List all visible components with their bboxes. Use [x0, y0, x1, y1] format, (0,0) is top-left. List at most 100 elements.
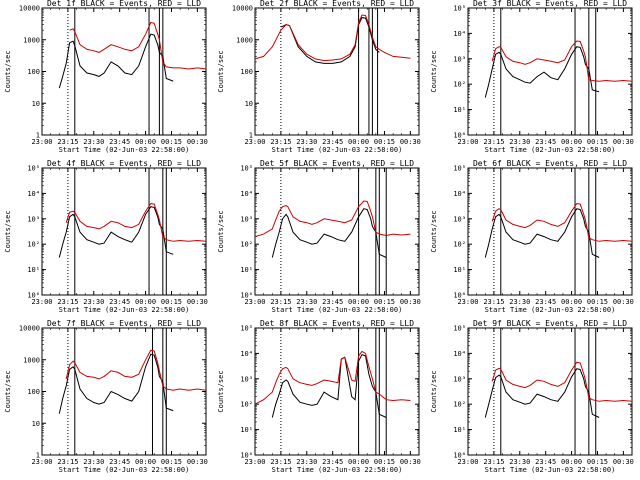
x-tick-label: 23:30: [509, 298, 530, 306]
x-tick-label: 00:15: [587, 298, 608, 306]
panel-title: Det 5f BLACK = Events, RED = LLD: [260, 160, 414, 168]
y-tick-label: 10²: [240, 401, 253, 409]
x-tick-label: 23:15: [483, 138, 504, 146]
chart-svg-det-4f: Det 4f BLACK = Events, RED = LLD 10⁰ 10¹ 10…: [4, 160, 208, 314]
y-tick-label: 1000: [23, 356, 40, 364]
y-tick-label: 10⁵: [453, 5, 466, 13]
y-tick-label: 1000: [23, 36, 40, 44]
panel-det-9f: Det 9f BLACK = Events, RED = LLD 10⁰ 10¹ 10…: [426, 320, 639, 480]
panel-title: Det 4f BLACK = Events, RED = LLD: [47, 160, 201, 168]
y-tick-label: 100: [27, 388, 40, 396]
x-tick-label: 23:45: [535, 138, 556, 146]
series-line-lld: [65, 202, 207, 242]
y-axis-label: Counts/sec: [4, 370, 12, 412]
y-tick-label: 10: [32, 420, 40, 428]
x-tick-label: 23:00: [457, 138, 478, 146]
y-tick-label: 1000: [236, 36, 253, 44]
x-axis-label: Start Time (02-Jun-03 22:58:00): [272, 466, 403, 474]
x-tick-label: 23:00: [244, 298, 265, 306]
x-tick-label: 23:45: [535, 458, 556, 466]
y-tick-label: 10: [245, 100, 253, 108]
y-axis-label: Counts/sec: [217, 50, 225, 92]
series-line-events: [484, 368, 600, 418]
panel-det-5f: Det 5f BLACK = Events, RED = LLD 10⁰ 10¹ 10…: [213, 160, 426, 320]
y-tick-label: 10000: [19, 5, 40, 13]
x-tick-label: 23:15: [57, 138, 78, 146]
plot-frame: [41, 167, 207, 296]
x-tick-label: 00:15: [161, 298, 182, 306]
x-tick-label: 23:30: [296, 138, 317, 146]
x-tick-label: 00:30: [613, 298, 634, 306]
panel-title: Det 1f BLACK = Events, RED = LLD: [47, 0, 201, 8]
y-tick-label: 10⁴: [240, 190, 253, 198]
x-tick-label: 00:00: [135, 298, 156, 306]
panel-title: Det 9f BLACK = Events, RED = LLD: [473, 320, 627, 328]
x-tick-label: 00:15: [587, 458, 608, 466]
x-tick-label: 23:00: [457, 298, 478, 306]
x-tick-label: 23:30: [509, 138, 530, 146]
y-tick-label: 1: [36, 452, 40, 460]
y-axis-label: Counts/sec: [4, 210, 12, 252]
y-axis-label: Counts/sec: [430, 370, 438, 412]
y-tick-label: 10¹: [453, 426, 466, 434]
y-tick-label: 1: [249, 132, 253, 140]
x-tick-label: 23:30: [83, 458, 104, 466]
panel-det-2f: Det 2f BLACK = Events, RED = LLD 1 10 100 10…: [213, 0, 426, 160]
x-tick-label: 23:15: [270, 138, 291, 146]
x-tick-label: 00:30: [400, 458, 421, 466]
x-tick-label: 00:00: [348, 458, 369, 466]
y-tick-label: 10⁵: [240, 165, 253, 173]
x-tick-label: 00:00: [348, 298, 369, 306]
x-tick-label: 00:00: [135, 138, 156, 146]
panel-title: Det 3f BLACK = Events, RED = LLD: [473, 0, 627, 8]
y-tick-label: 10³: [453, 55, 466, 63]
y-tick-label: 10¹: [27, 266, 40, 274]
series-line-events: [58, 206, 174, 258]
x-tick-label: 00:30: [613, 138, 634, 146]
x-tick-label: 23:15: [483, 298, 504, 306]
y-axis-label: Counts/sec: [430, 210, 438, 252]
x-tick-label: 23:00: [457, 458, 478, 466]
x-tick-label: 00:15: [587, 138, 608, 146]
x-axis-label: Start Time (02-Jun-03 22:58:00): [272, 306, 403, 314]
y-tick-label: 10⁴: [453, 350, 466, 358]
x-tick-label: 00:00: [561, 138, 582, 146]
x-tick-label: 00:30: [187, 458, 208, 466]
x-tick-label: 23:30: [83, 138, 104, 146]
y-tick-label: 10²: [27, 241, 40, 249]
x-tick-label: 23:45: [535, 298, 556, 306]
x-tick-label: 00:00: [561, 458, 582, 466]
y-axis-label: Counts/sec: [430, 50, 438, 92]
x-tick-label: 00:15: [374, 458, 395, 466]
chart-svg-det-9f: Det 9f BLACK = Events, RED = LLD 10⁰ 10¹ 10…: [430, 320, 634, 474]
y-tick-label: 10⁵: [453, 325, 466, 333]
y-tick-label: 10³: [27, 215, 40, 223]
series-line-events: [271, 208, 387, 258]
y-tick-label: 10⁰: [27, 292, 40, 300]
series-line-lld: [491, 40, 633, 82]
panel-det-4f: Det 4f BLACK = Events, RED = LLD 10⁰ 10¹ 10…: [0, 160, 213, 320]
x-axis-label: Start Time (02-Jun-03 22:58:00): [59, 466, 190, 474]
panel-det-1f: Det 1f BLACK = Events, RED = LLD 1 10 100 10…: [0, 0, 213, 160]
x-tick-label: 00:15: [161, 138, 182, 146]
y-tick-label: 100: [27, 68, 40, 76]
x-axis-label: Start Time (02-Jun-03 22:58:00): [485, 306, 616, 314]
y-tick-label: 10³: [453, 215, 466, 223]
chart-svg-det-8f: Det 8f BLACK = Events, RED = LLD 10⁰ 10¹ 10…: [217, 320, 421, 474]
y-tick-label: 10⁴: [453, 30, 466, 38]
panel-det-3f: Det 3f BLACK = Events, RED = LLD 10⁰ 10¹ 10…: [426, 0, 639, 160]
x-tick-label: 23:30: [296, 298, 317, 306]
series-line-lld: [254, 350, 411, 405]
y-tick-label: 10⁴: [453, 190, 466, 198]
x-tick-label: 00:30: [400, 298, 421, 306]
y-tick-label: 10⁰: [453, 132, 466, 140]
x-tick-label: 23:45: [322, 298, 343, 306]
x-tick-label: 23:00: [31, 458, 52, 466]
plot-frame: [467, 7, 633, 136]
x-tick-label: 23:00: [244, 458, 265, 466]
series-line-events: [58, 33, 174, 89]
chart-svg-det-7f: Det 7f BLACK = Events, RED = LLD 1 10 100 10…: [4, 320, 208, 474]
panel-title: Det 8f BLACK = Events, RED = LLD: [260, 320, 414, 328]
plot-frame: [254, 167, 420, 296]
plot-frame: [41, 327, 207, 456]
